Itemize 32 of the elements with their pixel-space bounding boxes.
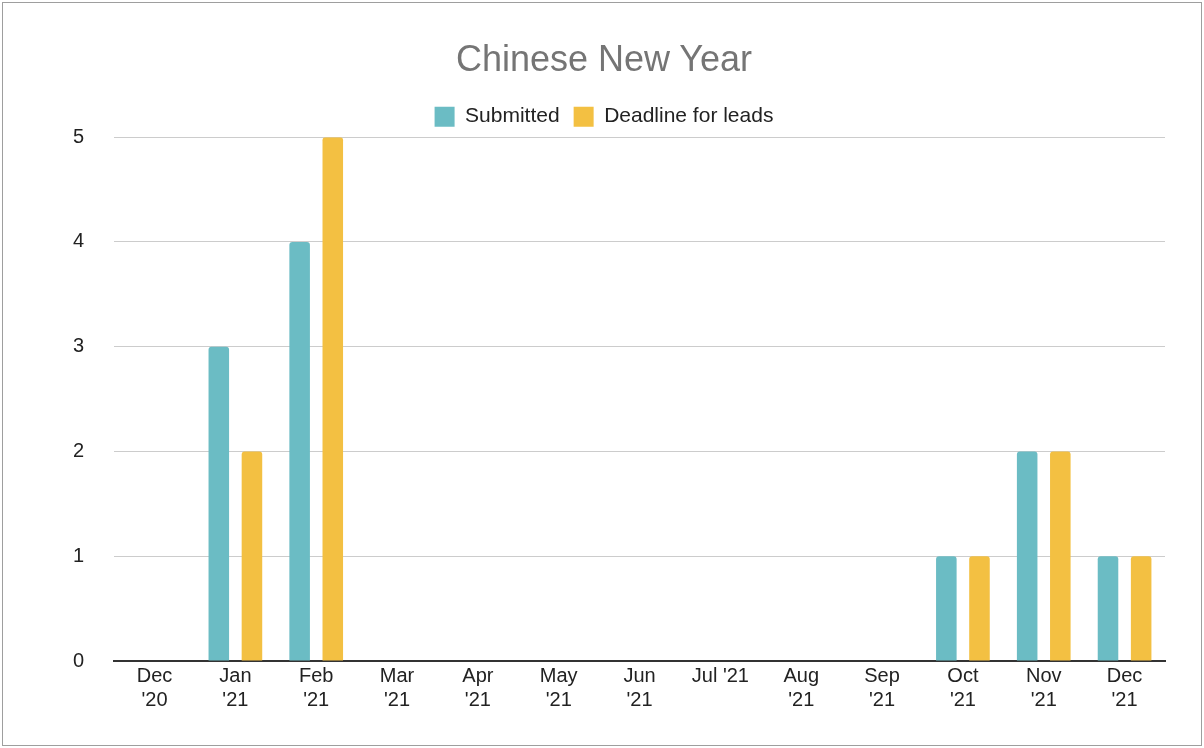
x-tick-label: Sep '21 bbox=[864, 663, 900, 710]
x-tick-label: Jun '21 bbox=[623, 663, 656, 710]
y-tick-label: 1 bbox=[73, 543, 85, 566]
bar bbox=[1050, 451, 1071, 661]
bar bbox=[969, 556, 990, 661]
x-tick-label: Apr '21 bbox=[462, 663, 494, 710]
x-tick-label: Oct '21 bbox=[947, 663, 979, 710]
y-tick-label: 3 bbox=[73, 334, 85, 357]
bar bbox=[936, 556, 957, 661]
bar bbox=[1097, 556, 1119, 661]
bar bbox=[208, 346, 230, 661]
bar bbox=[1016, 451, 1038, 661]
x-tick-label: Dec '21 bbox=[1106, 663, 1143, 710]
x-tick-label: Nov '21 bbox=[1025, 663, 1062, 710]
y-tick-label: 2 bbox=[73, 439, 85, 461]
bar bbox=[289, 241, 310, 661]
x-tick-label: Jul '21 bbox=[691, 663, 749, 686]
bar bbox=[322, 137, 344, 661]
legend-label: Submitted bbox=[465, 103, 560, 127]
x-tick-label: Feb '21 bbox=[298, 663, 334, 710]
y-tick-label: 4 bbox=[73, 229, 85, 252]
x-tick-label: May '21 bbox=[539, 663, 578, 710]
bar bbox=[241, 451, 263, 661]
x-tick-label: Dec '20 bbox=[136, 663, 173, 710]
bar bbox=[1130, 556, 1152, 661]
y-tick-label: 0 bbox=[73, 648, 85, 671]
x-tick-label: Aug '21 bbox=[783, 663, 820, 710]
y-tick-label: 5 bbox=[73, 124, 85, 147]
x-tick-label: Jan '21 bbox=[219, 663, 252, 710]
legend-label: Deadline for leads bbox=[604, 103, 774, 127]
chart-title: Chinese New Year bbox=[455, 37, 753, 79]
x-tick-label: Mar '21 bbox=[379, 663, 415, 710]
